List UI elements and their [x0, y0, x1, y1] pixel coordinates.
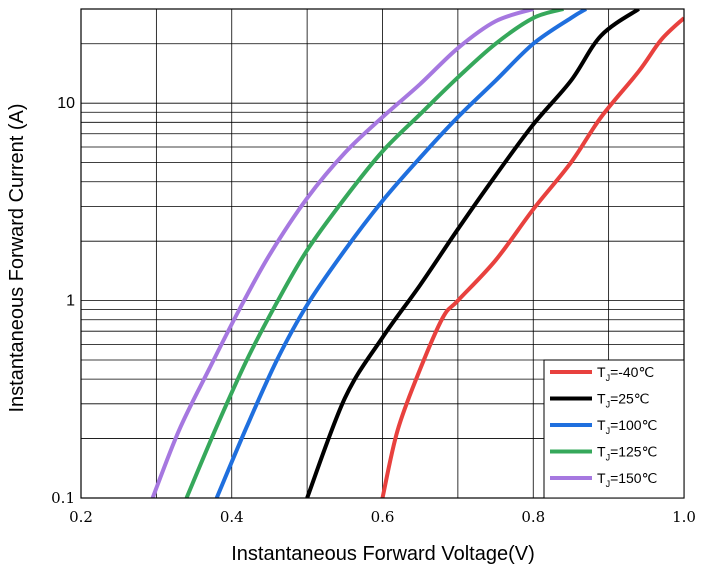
x-tick-label: 0.4 [220, 508, 244, 526]
x-axis-label: Instantaneous Forward Voltage(V) [231, 543, 535, 565]
y-ticks: 0.1 1 10 [51, 95, 75, 507]
y-axis-label: Instantaneous Forward Current (A) [6, 103, 28, 412]
plot-frame [80, 8, 685, 499]
x-ticks: 0.2 0.4 0.6 0.8 1.0 [69, 508, 696, 526]
legend-label: TJ=25℃ [597, 391, 650, 410]
y-tick-label: 1 [66, 293, 75, 310]
legend-box [543, 359, 685, 499]
x-tick-label: 0.2 [69, 508, 93, 526]
x-tick-label: 0.6 [371, 508, 395, 526]
x-tick-label: 0.8 [521, 508, 545, 526]
legend: TJ=-40℃ TJ=25℃ TJ=100℃ TJ=125℃ TJ=150℃ [543, 359, 685, 499]
legend-label: TJ=100℃ [597, 417, 657, 436]
series-line-0 [380, 16, 684, 498]
x-tick-label: 1.0 [672, 508, 696, 526]
y-tick-label: 0.1 [51, 489, 75, 507]
grid [81, 9, 684, 498]
series-layer [150, 9, 684, 498]
legend-label: TJ=125℃ [597, 444, 657, 463]
series-line-3 [184, 9, 564, 498]
series-line-1 [305, 9, 640, 498]
legend-label: TJ=150℃ [597, 470, 657, 489]
series-line-2 [214, 9, 588, 498]
legend-label: TJ=-40℃ [597, 364, 654, 383]
y-tick-label: 10 [57, 95, 75, 112]
series-line-4 [150, 9, 534, 498]
